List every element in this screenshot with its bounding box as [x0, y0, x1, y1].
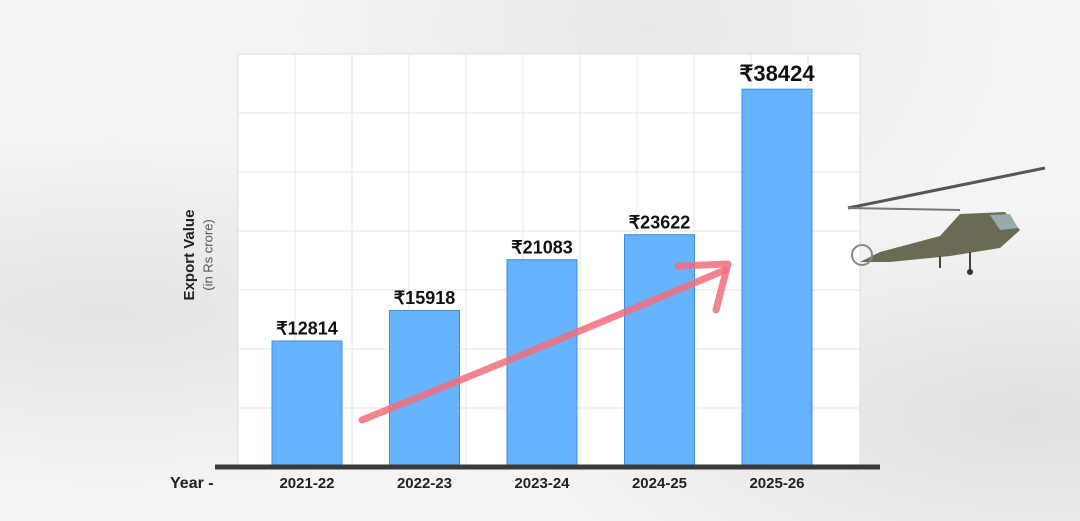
bar	[271, 340, 343, 468]
y-axis-title: Export Value	[181, 210, 198, 301]
bar	[506, 259, 578, 468]
value-label: ₹38424	[739, 61, 815, 86]
value-label: ₹12814	[276, 319, 338, 339]
trend-arrow-head	[674, 260, 732, 314]
bar	[389, 309, 460, 468]
x-tick-label: 2025-26	[749, 475, 804, 492]
x-tick-label: 2024-25	[632, 475, 687, 492]
value-label: ₹15918	[394, 288, 456, 308]
trend-arrow	[358, 266, 729, 424]
bar	[741, 88, 813, 468]
x-tick-label: 2021-22	[279, 475, 334, 492]
helicopter	[847, 166, 1046, 275]
x-axis-title: Year -	[170, 475, 214, 492]
x-tick-label: 2022-23	[397, 475, 452, 492]
bar	[624, 234, 695, 468]
y-axis-subtitle: (in Rs crore)	[200, 219, 215, 291]
x-tick-label: 2023-24	[514, 475, 570, 492]
value-label: ₹21083	[511, 237, 573, 257]
value-label: ₹23622	[629, 212, 691, 232]
